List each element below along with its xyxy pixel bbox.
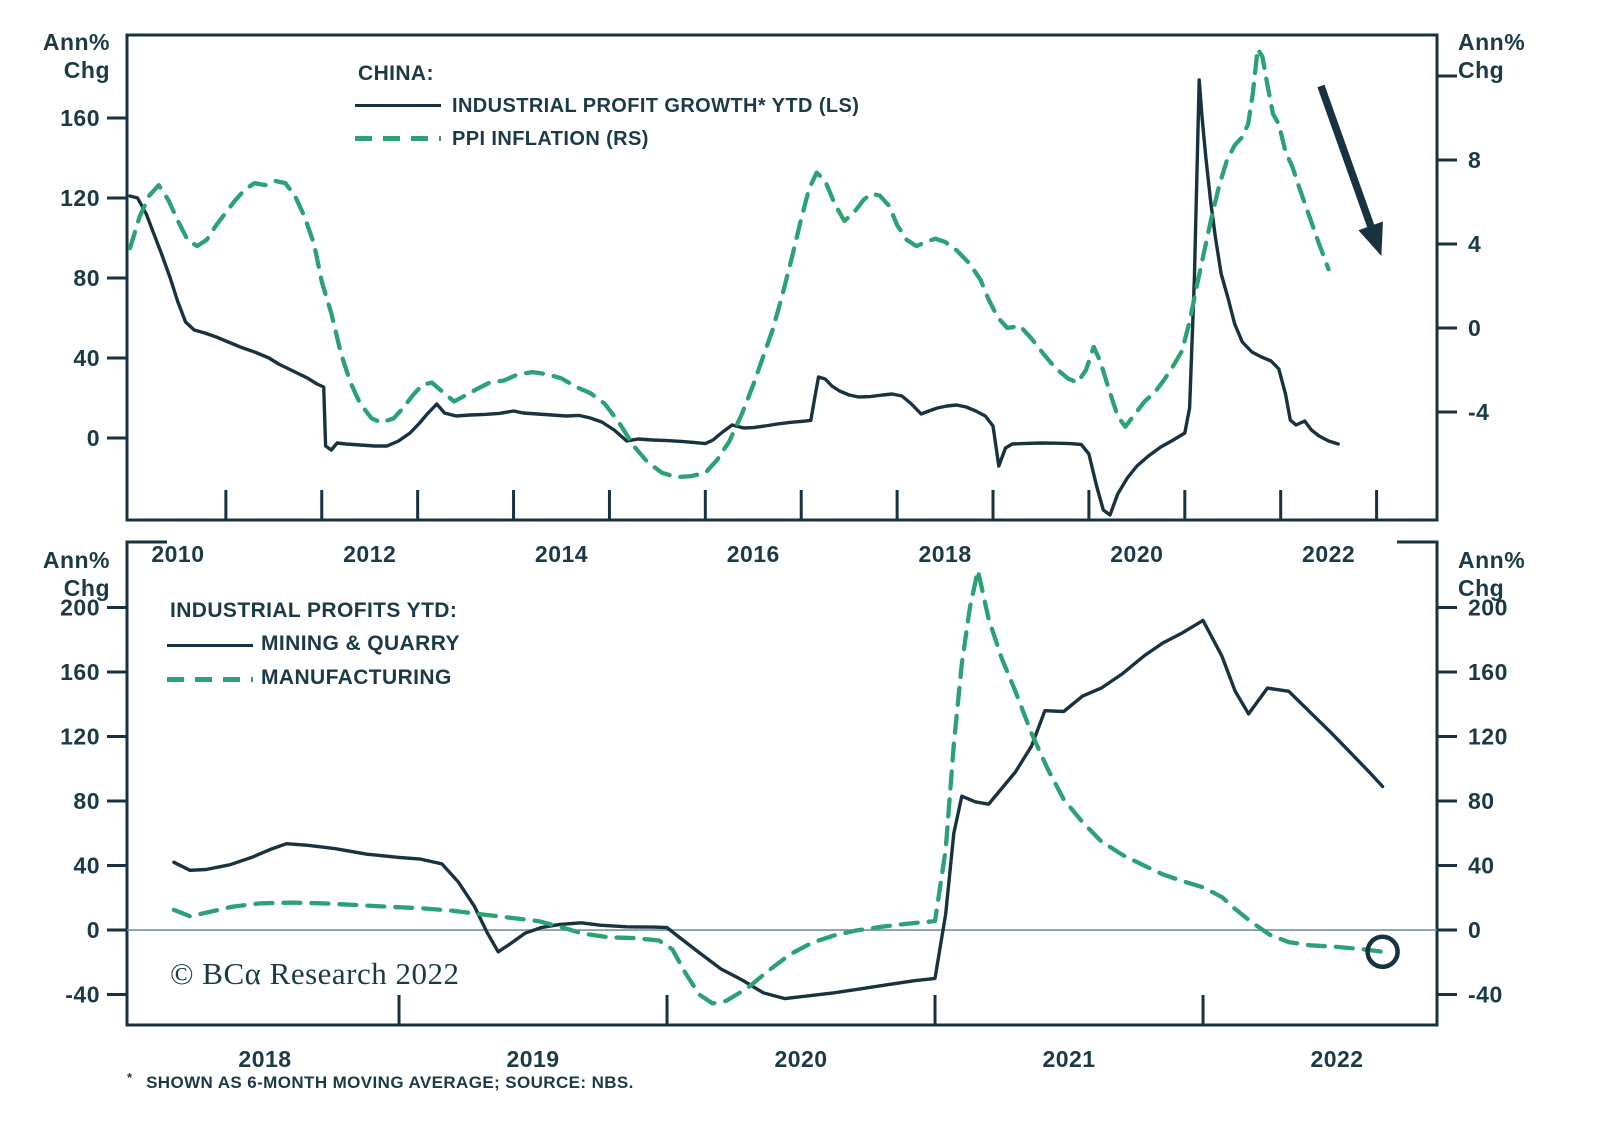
plot-frame — [125, 540, 1439, 1027]
footnote-marker: * — [127, 1070, 133, 1085]
footnote: * SHOWN AS 6-MONTH MOVING AVERAGE; SOURCE… — [127, 1070, 634, 1093]
year-label: 2022 — [1310, 1046, 1363, 1072]
solid-line-swatch — [167, 644, 253, 647]
year-label: 2022 — [1302, 541, 1355, 567]
year-label: 2020 — [774, 1046, 827, 1072]
left-axis-tick-label: 80 — [73, 265, 100, 291]
left-axis-tick-label: 120 — [60, 723, 100, 749]
bottom-legend-title: INDUSTRIAL PROFITS YTD: — [170, 599, 458, 622]
series-mining-quarry — [172, 618, 1385, 1001]
top-legend-item-ppi: PPI INFLATION (RS) — [452, 128, 649, 150]
left-axis-tick-label: 0 — [87, 917, 100, 943]
left-axis-tick-label: 120 — [60, 185, 100, 211]
left-axis-title: Chg — [64, 57, 110, 83]
left-axis-tick-label: 200 — [60, 594, 100, 620]
year-label: 2020 — [1110, 541, 1163, 567]
right-axis-tick-label: -4 — [1468, 399, 1489, 425]
bottom-legend-item-mining: MINING & QUARRY — [261, 632, 460, 655]
solid-line-swatch — [355, 104, 441, 107]
right-axis-tick-label: 80 — [1468, 788, 1495, 814]
down-trend-arrow-shaft — [1317, 84, 1377, 233]
year-label: 2018 — [238, 1046, 291, 1072]
left-axis-tick-label: 80 — [73, 788, 100, 814]
year-label: 2016 — [727, 541, 780, 567]
right-axis-tick-label: -40 — [1468, 982, 1503, 1008]
left-axis-title: Ann% — [43, 29, 110, 55]
year-label: 2014 — [535, 541, 588, 567]
right-axis-tick-label: 200 — [1468, 594, 1508, 620]
left-axis-tick-label: 0 — [87, 425, 100, 451]
bottom-legend-item-manufacturing: MANUFACTURING — [261, 666, 452, 689]
bottom-panel: 200 160 120 80 40 0 -40 200 160 120 80 40 0 -40 2018 20… — [43, 540, 1525, 1072]
dashed-line-swatch — [167, 677, 253, 682]
year-label: 2018 — [918, 541, 971, 567]
left-axis-title: Ann% — [43, 547, 110, 573]
series-industrial-profit-growth-ytd-ls — [128, 78, 1340, 517]
right-axis-tick-label: 160 — [1468, 659, 1508, 685]
right-axis-title: Ann% — [1458, 29, 1525, 55]
series-ppi-inflation-rs — [127, 46, 1331, 480]
right-axis-title: Chg — [1458, 57, 1504, 83]
right-axis-tick-label: 4 — [1468, 231, 1481, 257]
right-axis-title: Ann% — [1458, 547, 1525, 573]
left-axis-title: Chg — [64, 575, 110, 601]
top-legend-title: CHINA: — [358, 62, 434, 85]
left-axis-tick-label: 40 — [73, 345, 100, 371]
year-label: 2021 — [1042, 1046, 1095, 1072]
right-axis-tick-label: 0 — [1468, 917, 1481, 943]
down-trend-arrow-head — [1358, 221, 1383, 256]
right-axis-title: Chg — [1458, 575, 1504, 601]
footnote-text: SHOWN AS 6-MONTH MOVING AVERAGE; SOURCE:… — [146, 1073, 634, 1092]
top-legend-item-profit-growth: INDUSTRIAL PROFIT GROWTH* YTD (LS) — [452, 95, 860, 117]
year-label: 2012 — [343, 541, 396, 567]
year-label: 2010 — [151, 541, 204, 567]
left-axis-tick-label: 40 — [73, 853, 100, 879]
copyright-watermark: © BCα Research 2022 — [170, 956, 460, 991]
right-axis-tick-label: 0 — [1468, 315, 1481, 341]
left-axis-tick-label: -40 — [65, 982, 100, 1008]
right-axis-tick-label: 120 — [1468, 723, 1508, 749]
year-label: 2019 — [506, 1046, 559, 1072]
latest-point-circle-annotation — [1365, 934, 1400, 970]
right-axis-tick-label: 8 — [1468, 147, 1481, 173]
left-axis-tick-label: 160 — [60, 659, 100, 685]
right-axis-tick-label: 40 — [1468, 853, 1495, 879]
dashed-line-swatch — [355, 136, 441, 141]
left-axis-tick-label: 160 — [60, 105, 100, 131]
series-manufacturing — [171, 568, 1385, 1006]
